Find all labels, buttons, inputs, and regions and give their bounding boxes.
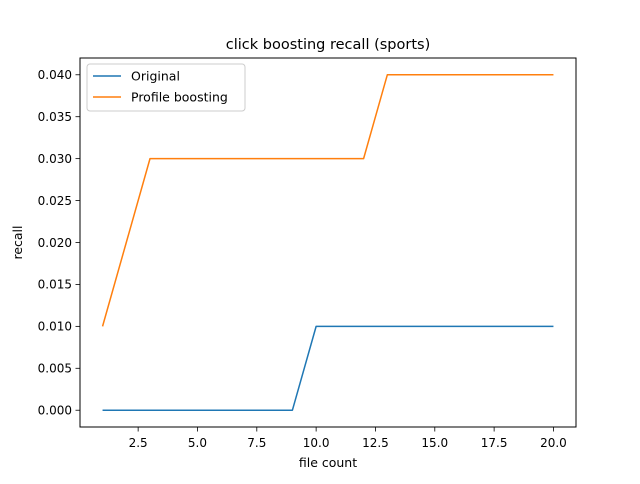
y-tick-label: 0.020 (38, 236, 72, 250)
y-axis: 0.000 0.005 0.010 0.015 0.020 0.025 0.030 0.035… (38, 68, 80, 418)
x-tick-label: 17.5 (481, 436, 508, 450)
y-tick-label: 0.030 (38, 152, 72, 166)
legend-label-original: Original (131, 69, 180, 84)
y-tick-label: 0.010 (38, 320, 72, 334)
y-tick-label: 0.000 (38, 404, 72, 418)
chart-title: click boosting recall (sports) (226, 37, 430, 53)
y-axis-label: recall (10, 225, 25, 259)
x-axis: 2.5 5.0 7.5 10.0 12.5 15.0 17.5 20.0 (129, 427, 567, 450)
x-tick-label: 15.0 (421, 436, 448, 450)
y-tick-label: 0.015 (38, 278, 72, 292)
series-layer (101, 74, 554, 411)
y-tick-label: 0.040 (38, 68, 72, 82)
legend-box (86, 63, 246, 112)
x-tick-label: 2.5 (129, 436, 148, 450)
series-line-original (102, 325, 554, 411)
x-axis-label: file count (299, 455, 357, 470)
y-tick-label: 0.025 (38, 194, 72, 208)
x-tick-label: 7.5 (247, 436, 266, 450)
x-tick-label: 12.5 (362, 436, 389, 450)
legend: Original Profile boosting (86, 63, 246, 112)
x-tick-label: 5.0 (188, 436, 207, 450)
series-line-profile-boosting (101, 74, 554, 327)
x-tick-label: 10.0 (303, 436, 330, 450)
legend-label-profile-boosting: Profile boosting (131, 90, 228, 105)
y-tick-label: 0.005 (38, 362, 72, 376)
x-tick-label: 20.0 (540, 436, 567, 450)
y-tick-label: 0.035 (38, 110, 72, 124)
